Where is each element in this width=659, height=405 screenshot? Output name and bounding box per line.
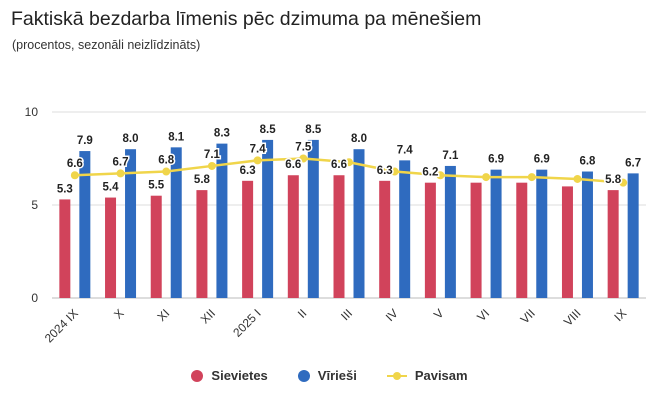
point-pavisam-5 [299,154,308,163]
bar-v-rie-i-10 [536,169,548,298]
data-label-sievietes-5: 6.6 [285,159,301,171]
bar-v-rie-i-8 [444,165,456,298]
point-pavisam-3 [207,161,216,170]
point-pavisam-10 [527,173,536,182]
data-label-pavisam-5: 7.5 [295,142,312,154]
point-pavisam-9 [482,173,491,182]
bar-sievietes-10 [516,182,528,298]
data-label-sievietes-0: 5.3 [57,183,73,195]
bar-v-rie-i-4 [262,139,274,298]
bar-sievietes-2 [150,195,162,298]
x-tick-label-8: V [431,306,447,322]
bar-sievietes-9 [470,182,482,298]
data-label-v-rie-i-0: 7.9 [77,135,93,147]
chart-subtitle: (procentos, sezonāli neizlīdzināts) [12,38,201,52]
data-label-v-rie-i-2: 8.1 [168,131,185,143]
data-label-pavisam-1: 6.7 [113,156,129,168]
bar-v-rie-i-3 [216,143,228,298]
data-label-v-rie-i-12: 6.7 [625,157,641,169]
data-label-pavisam-3: 7.1 [204,149,221,161]
bar-sievietes-1 [105,197,117,298]
data-label-sievietes-12: 5.8 [605,174,622,186]
legend-item-sievietes[interactable]: Sievietes [191,368,268,383]
legend-swatch-virie [297,369,310,382]
data-label-v-rie-i-9: 6.9 [488,154,504,166]
bar-v-rie-i-9 [490,169,502,298]
bar-v-rie-i-7 [399,160,411,298]
data-label-v-rie-i-3: 8.3 [214,128,230,140]
y-tick-label-0: 0 [31,291,38,305]
legend-item-virie[interactable]: Vīrieši [297,368,357,383]
point-pavisam-12 [619,178,628,187]
x-tick-label-0: 2024 IX [42,306,81,345]
point-pavisam-4 [253,156,262,165]
x-tick-label-10: VII [518,306,538,326]
bar-v-rie-i-2 [170,147,182,298]
bar-sievietes-0 [59,199,71,298]
point-pavisam-1 [116,169,125,178]
bar-sievietes-12 [607,190,619,298]
data-label-v-rie-i-8: 7.1 [442,150,459,162]
data-label-sievietes-6: 6.6 [331,159,347,171]
bar-sievietes-11 [561,186,573,298]
x-tick-label-2: XI [154,306,172,324]
data-label-sievietes-8: 6.2 [422,167,438,179]
data-label-sievietes-3: 5.8 [194,174,211,186]
bar-v-rie-i-12 [627,173,639,298]
data-label-v-rie-i-11: 6.8 [579,156,596,168]
bar-v-rie-i-6 [353,149,365,298]
bar-sievietes-8 [424,182,436,298]
bar-v-rie-i-11 [581,171,593,298]
bar-sievietes-6 [333,175,345,298]
x-tick-label-1: X [111,306,127,322]
y-tick-label-5: 5 [31,198,38,212]
legend-label-pavisam: Pavisam [414,368,468,383]
x-tick-label-5: II [295,306,310,321]
point-pavisam-0 [70,171,79,180]
legend-swatch-pavisam [386,370,407,382]
data-label-v-rie-i-7: 7.4 [397,144,414,156]
bar-v-rie-i-5 [307,139,319,298]
data-label-v-rie-i-10: 6.9 [534,154,550,166]
bar-v-rie-i-1 [125,149,137,298]
data-label-v-rie-i-1: 8.0 [123,133,139,145]
x-tick-label-11: VIII [561,306,584,329]
data-label-pavisam-4: 7.4 [250,143,267,155]
chart-title: Faktiskā bezdarba līmenis pēc dzimuma pa… [11,8,482,30]
x-tick-label-7: IV [383,306,401,324]
legend-swatch-sievietes [191,369,204,382]
data-label-sievietes-1: 5.4 [103,182,120,194]
x-tick-label-3: XII [198,306,218,326]
data-label-v-rie-i-5: 8.5 [305,124,322,136]
x-tick-label-4: 2025 I [230,306,263,339]
bar-sievietes-5 [287,175,299,298]
point-pavisam-8 [436,171,445,180]
bar-sievietes-7 [379,180,391,298]
bar-sievietes-4 [242,180,254,298]
data-label-pavisam-2: 6.8 [158,155,175,167]
data-label-sievietes-2: 5.5 [148,180,165,192]
data-label-pavisam-0: 6.6 [67,158,83,170]
data-label-sievietes-4: 6.3 [240,165,256,177]
legend-label-sievietes: Sievietes [211,368,268,383]
y-tick-label-10: 10 [25,105,39,119]
x-tick-label-12: IX [611,306,629,324]
point-pavisam-2 [162,167,171,176]
data-label-v-rie-i-4: 8.5 [260,124,277,136]
x-tick-label-9: VI [474,306,492,324]
bar-sievietes-3 [196,190,208,298]
bar-v-rie-i-0 [79,151,91,298]
data-label-v-rie-i-6: 8.0 [351,133,367,145]
point-pavisam-7 [390,167,399,176]
chart-legend: Sievietes Vīrieši Pavisam [0,368,659,383]
point-pavisam-6 [345,158,353,167]
point-pavisam-11 [573,174,582,183]
legend-item-pavisam[interactable]: Pavisam [386,368,468,383]
data-label-sievietes-7: 6.3 [377,165,393,177]
x-tick-label-6: III [338,306,355,323]
legend-label-virie: Vīrieši [317,368,357,383]
